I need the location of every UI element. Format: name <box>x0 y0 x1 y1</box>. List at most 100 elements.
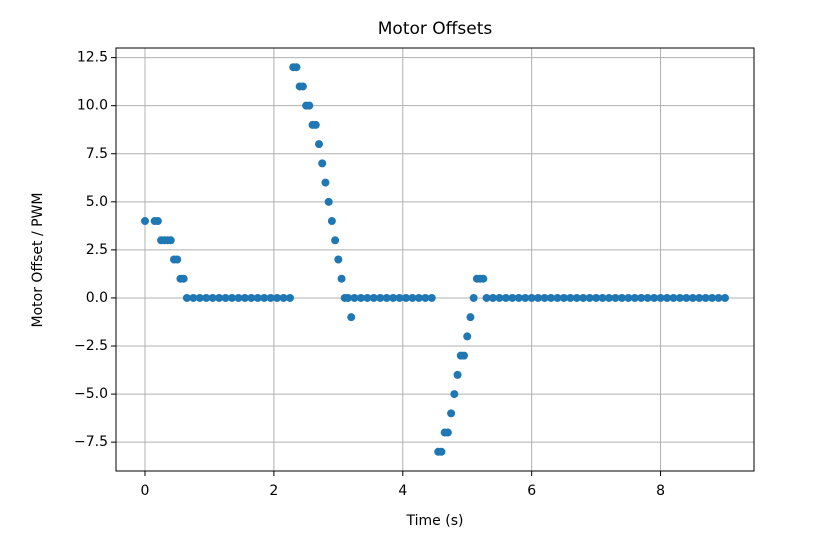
y-tick-label: −2.5 <box>74 338 108 354</box>
point <box>514 293 523 302</box>
point <box>298 82 307 91</box>
point <box>643 293 652 302</box>
point <box>617 293 626 302</box>
point <box>395 293 404 302</box>
point <box>508 293 517 302</box>
point <box>527 293 536 302</box>
x-tick-label: 4 <box>398 483 407 499</box>
point <box>202 293 211 302</box>
point <box>369 293 378 302</box>
point <box>166 236 175 245</box>
point <box>611 293 620 302</box>
point <box>463 332 472 341</box>
point <box>669 293 678 302</box>
point <box>579 293 588 302</box>
point <box>408 293 417 302</box>
point <box>315 140 323 149</box>
point <box>534 293 543 302</box>
point <box>489 293 497 302</box>
point <box>208 293 217 302</box>
point <box>286 293 294 302</box>
x-tick-label: 0 <box>141 483 150 499</box>
point <box>273 293 282 302</box>
point <box>682 293 691 302</box>
point <box>721 293 729 302</box>
point <box>189 293 198 302</box>
point <box>663 293 671 302</box>
point <box>305 101 314 110</box>
point <box>547 293 555 302</box>
point <box>382 293 391 302</box>
point <box>521 293 530 302</box>
point <box>389 293 398 302</box>
point <box>701 293 710 302</box>
point <box>427 293 436 302</box>
x-tick-label: 2 <box>269 483 278 499</box>
point <box>479 274 488 283</box>
point <box>421 293 430 302</box>
point <box>572 293 581 302</box>
point <box>630 293 639 302</box>
point <box>334 255 343 264</box>
point <box>292 63 301 72</box>
point <box>566 293 575 302</box>
y-axis-label: Motor Offset / PWM <box>30 193 46 328</box>
point <box>195 293 204 302</box>
point <box>215 293 224 302</box>
point <box>153 217 162 226</box>
point <box>266 293 275 302</box>
point <box>637 293 646 302</box>
x-tick-label: 6 <box>527 483 536 499</box>
y-tick-label: 7.5 <box>86 146 108 162</box>
y-tick-label: −5.0 <box>74 386 108 402</box>
point <box>337 274 346 283</box>
point <box>585 293 594 302</box>
point <box>453 370 462 379</box>
point <box>240 293 249 302</box>
point <box>460 351 468 360</box>
point <box>447 409 456 418</box>
point <box>437 447 446 456</box>
point <box>469 293 478 302</box>
point <box>331 236 340 245</box>
point <box>321 178 330 187</box>
point <box>260 293 269 302</box>
point <box>376 293 385 302</box>
point <box>247 293 256 302</box>
point <box>363 293 372 302</box>
point <box>482 293 491 302</box>
point <box>318 159 327 168</box>
point <box>598 293 607 302</box>
point <box>234 293 243 302</box>
point <box>356 293 365 302</box>
point <box>656 293 665 302</box>
point <box>695 293 704 302</box>
point <box>414 293 423 302</box>
point <box>350 293 359 302</box>
point <box>714 293 723 302</box>
point <box>501 293 510 302</box>
point <box>173 255 182 264</box>
point <box>592 293 601 302</box>
y-tick-label: 10.0 <box>77 98 108 114</box>
point <box>182 293 191 302</box>
point <box>179 274 188 283</box>
point <box>141 217 149 226</box>
point <box>402 293 410 302</box>
point <box>344 293 352 302</box>
point <box>443 428 452 437</box>
y-tick-label: 0.0 <box>86 290 108 306</box>
point <box>327 217 336 226</box>
point <box>540 293 549 302</box>
point <box>347 313 356 322</box>
y-tick-label: 12.5 <box>77 50 108 66</box>
y-tick-label: 5.0 <box>86 194 108 210</box>
point <box>624 293 633 302</box>
point <box>688 293 697 302</box>
x-axis-label: Time (s) <box>406 513 464 529</box>
point <box>605 293 613 302</box>
point <box>553 293 562 302</box>
point <box>253 293 262 302</box>
